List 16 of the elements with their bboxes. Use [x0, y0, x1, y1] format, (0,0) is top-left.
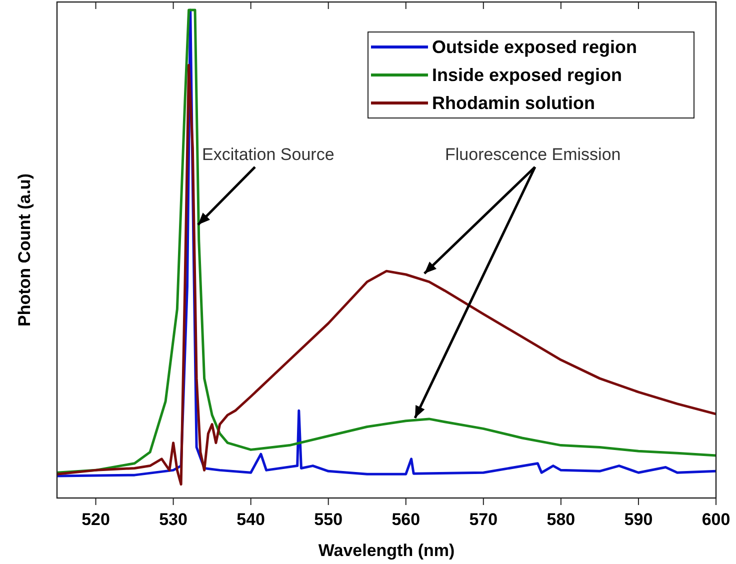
x-tick-label: 540 — [236, 510, 266, 529]
legend-label: Outside exposed region — [432, 37, 638, 57]
x-tick-label: 550 — [314, 510, 343, 529]
legend-label: Inside exposed region — [432, 65, 622, 85]
x-tick-label: 580 — [546, 510, 576, 529]
x-axis-title: Wavelength (nm) — [318, 541, 455, 560]
y-axis-title: Photon Count (a.u) — [15, 174, 34, 326]
legend-label: Rhodamin solution — [432, 93, 595, 113]
annotation: Excitation Source — [202, 145, 334, 164]
x-tick-label: 530 — [159, 510, 188, 529]
x-tick-label: 600 — [702, 510, 730, 529]
x-tick-label: 570 — [469, 510, 498, 529]
x-tick-label: 590 — [624, 510, 653, 529]
annotation: Fluorescence Emission — [445, 145, 621, 164]
x-tick-label: 560 — [392, 510, 420, 529]
x-tick-label: 520 — [82, 510, 110, 529]
